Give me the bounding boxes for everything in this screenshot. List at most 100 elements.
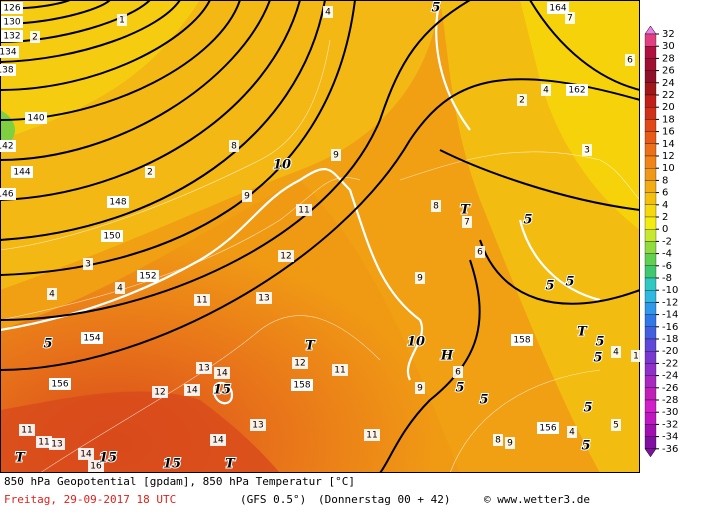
legend-swatch: [644, 277, 657, 291]
legend-swatch: [644, 229, 657, 242]
legend-swatch: [644, 216, 657, 230]
temperature-label: 8: [231, 142, 237, 152]
label-box: [1, 2, 23, 14]
legend-label: 2: [662, 212, 668, 223]
legend-swatch: [644, 143, 657, 157]
legend-label: -22: [662, 358, 678, 369]
legend-label: -18: [662, 334, 678, 345]
label-box: [541, 84, 551, 96]
label-box: [137, 270, 159, 282]
label-box: [475, 246, 485, 258]
legend-label: 10: [662, 163, 675, 174]
legend-swatch: [644, 58, 657, 71]
label-box: [331, 149, 341, 161]
label-box: [537, 422, 559, 434]
temperature-label: 8: [433, 202, 439, 212]
legend-label: -6: [662, 261, 672, 272]
legend-label: 18: [662, 114, 675, 125]
legend-label: -10: [662, 285, 678, 296]
legend-label: 8: [662, 175, 668, 186]
legend-label: -2: [662, 236, 672, 247]
legend-label: 26: [662, 66, 675, 77]
pressure-center: T: [577, 325, 588, 340]
legend-label: -8: [662, 273, 672, 284]
legend-swatch: [644, 253, 657, 266]
legend-label: -16: [662, 322, 678, 333]
isotherm-label: 5: [595, 335, 604, 350]
temperature-label: 7: [567, 14, 573, 24]
temperature-label: 8: [495, 436, 501, 446]
geopotential-label: 132: [3, 32, 20, 42]
label-box: [511, 334, 533, 346]
footer-date: Freitag, 29-09-2017 18 UTC: [4, 493, 176, 506]
geopotential-label: 150: [103, 232, 120, 242]
temperature-label: 4: [569, 428, 575, 438]
temperature-label: 12: [280, 252, 291, 262]
isotherm-label: 5: [581, 439, 590, 454]
legend-swatch: [644, 241, 657, 254]
legend-swatch: [644, 424, 657, 437]
label-box: [517, 94, 527, 106]
legend-swatch: [644, 119, 657, 132]
label-box: [256, 292, 272, 304]
map-area: [1, 1, 639, 472]
temperature-label: 6: [627, 56, 633, 66]
label-box: [83, 258, 93, 270]
isotherm-label: 5: [583, 401, 592, 416]
temperature-label: 1: [633, 352, 639, 362]
label-box: [565, 12, 575, 24]
isotherm-label: 15: [163, 457, 181, 472]
label-box: [415, 272, 425, 284]
legend-swatch: [644, 131, 657, 144]
label-box: [364, 429, 380, 441]
label-box: [453, 366, 463, 378]
isotherm-label: 15: [213, 383, 231, 398]
legend-label: 16: [662, 127, 675, 138]
legend-swatch: [644, 351, 657, 364]
label-box: [547, 2, 569, 14]
temperature-label: 14: [212, 436, 224, 446]
label-box: [229, 140, 239, 152]
geopotential-label: 154: [83, 334, 100, 344]
isotherm-label: 5: [431, 1, 440, 16]
temperature-label: 11: [196, 296, 207, 306]
geopotential-label: 126: [3, 4, 20, 14]
isotherm-label: 5: [479, 393, 488, 408]
label-box: [292, 357, 308, 369]
label-box: [278, 250, 294, 262]
geopotential-label: 152: [139, 272, 156, 282]
legend-swatch: [644, 436, 657, 449]
geopotential-label: 164: [549, 4, 566, 14]
geopotential-label: 162: [568, 86, 585, 96]
label-box: [493, 434, 503, 446]
label-box: [0, 188, 16, 200]
geopotential-label: 156: [539, 424, 556, 434]
temperature-label: 6: [455, 368, 461, 378]
legend-label: 6: [662, 188, 668, 199]
legend-cap: [644, 448, 657, 458]
legend-label: -12: [662, 297, 678, 308]
legend-swatch: [644, 204, 657, 218]
geopotential-label: 140: [27, 114, 44, 124]
label-box: [152, 386, 168, 398]
temperature-label: 7: [464, 218, 470, 228]
temperature-label: 11: [38, 438, 49, 448]
label-box: [296, 204, 312, 216]
temperature-label: 9: [507, 439, 513, 449]
label-box: [49, 438, 65, 450]
pressure-center: T: [15, 451, 26, 466]
label-box: [214, 367, 230, 379]
label-box: [19, 424, 35, 436]
temperature-label: 3: [584, 146, 590, 156]
label-box: [0, 140, 16, 152]
temperature-label: 11: [298, 206, 309, 216]
label-box: [210, 434, 226, 446]
label-box: [47, 288, 57, 300]
label-box: [81, 332, 103, 344]
label-box: [625, 54, 635, 66]
temperature-label: 13: [51, 440, 62, 450]
label-box: [631, 350, 641, 362]
label-box: [567, 426, 577, 438]
label-box: [78, 448, 94, 460]
isotherm-label: 10: [407, 335, 425, 350]
